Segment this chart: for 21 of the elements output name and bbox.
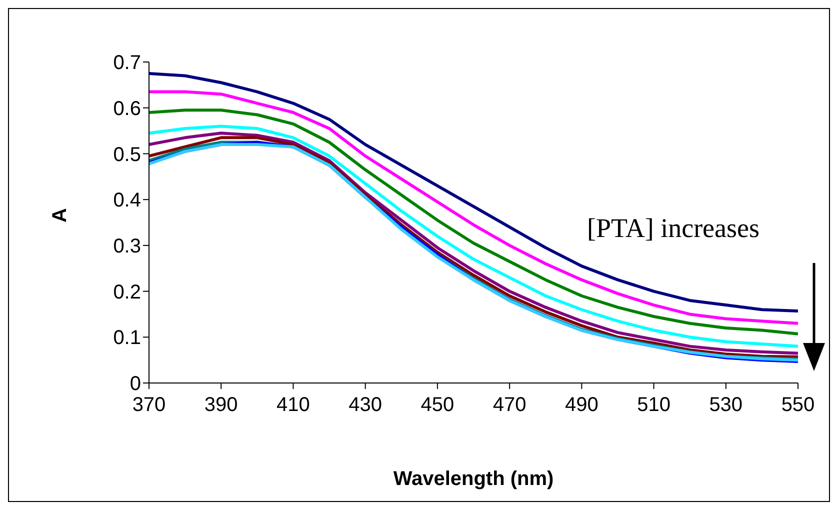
x-tick-label: 430 [348, 394, 382, 416]
y-tick-label: 0.1 [113, 327, 141, 350]
x-tick-label: 410 [276, 394, 310, 416]
x-axis-title: Wavelength (nm) [393, 468, 554, 490]
x-tick-label: 530 [709, 394, 743, 416]
x-tick-label: 370 [132, 394, 166, 416]
x-tick-label: 450 [420, 394, 454, 416]
x-tick-label: 490 [564, 394, 598, 416]
y-tick-label: 0.4 [113, 190, 141, 212]
y-tick-label: 0.2 [113, 281, 141, 304]
x-tick-label: 390 [204, 394, 238, 416]
x-tick-label: 550 [781, 394, 815, 416]
y-tick-label: 0.7 [113, 52, 141, 74]
y-tick-label: 0.3 [113, 236, 141, 258]
x-tick-label: 510 [637, 394, 670, 416]
x-tick-label: 470 [492, 394, 526, 416]
annotation: [PTA] increases [587, 213, 760, 244]
y-tick-label: 0.6 [113, 98, 141, 120]
y-tick-label: 0 [130, 373, 141, 396]
y-axis-title: A [49, 208, 72, 222]
y-tick-label: 0.5 [113, 144, 141, 166]
